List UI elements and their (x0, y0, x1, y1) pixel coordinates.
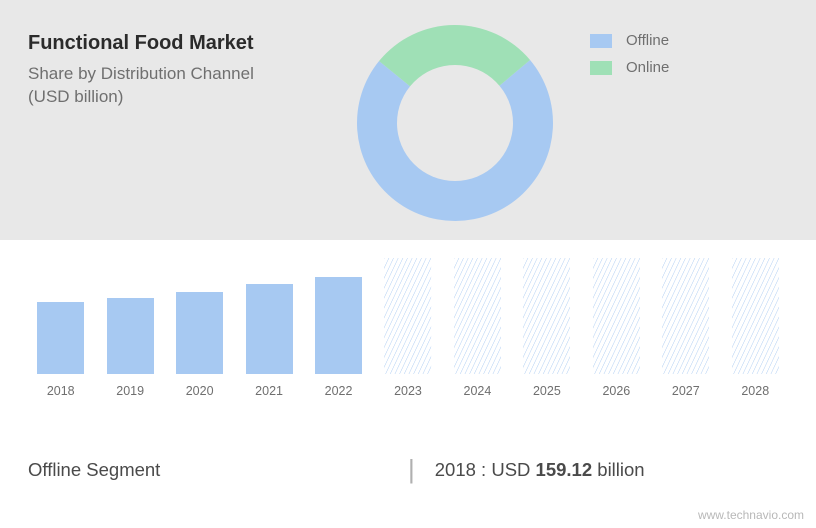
bar-label-2018: 2018 (47, 384, 75, 398)
bar-2021 (246, 284, 293, 374)
bar-2023 (384, 258, 431, 374)
bar-label-2023: 2023 (394, 384, 422, 398)
bar-col-2020: 2020 (171, 244, 228, 398)
subtitle-line1: Share by Distribution Channel (28, 64, 254, 83)
donut-chart (350, 18, 560, 228)
bar-col-2028: 2028 (727, 244, 784, 398)
bar-col-2022: 2022 (310, 244, 367, 398)
footer-row: Offline Segment | 2018 : USD 159.12 bill… (0, 428, 816, 485)
footer-prefix: : USD (476, 459, 536, 480)
bar-label-2024: 2024 (464, 384, 492, 398)
footer-year: 2018 (435, 459, 476, 480)
bar-2022 (315, 277, 362, 374)
bar-2027 (662, 258, 709, 374)
footer-value: 2018 : USD 159.12 billion (435, 459, 645, 481)
bar-label-2022: 2022 (325, 384, 353, 398)
bar-label-2020: 2020 (186, 384, 214, 398)
top-panel: Functional Food Market Share by Distribu… (0, 0, 816, 240)
bar-col-2026: 2026 (588, 244, 645, 398)
bar-2025 (523, 258, 570, 374)
footer-suffix: billion (592, 459, 644, 480)
donut-hole (397, 65, 513, 181)
bar-2020 (176, 292, 223, 374)
bar-label-2027: 2027 (672, 384, 700, 398)
bar-2019 (107, 298, 154, 374)
bar-label-2026: 2026 (602, 384, 630, 398)
legend-label-online: Online (626, 59, 669, 76)
bar-label-2019: 2019 (116, 384, 144, 398)
bar-col-2024: 2024 (449, 244, 506, 398)
legend-label-offline: Offline (626, 32, 669, 49)
bar-2018 (37, 302, 84, 374)
legend-item-offline: Offline (590, 32, 669, 49)
bar-label-2021: 2021 (255, 384, 283, 398)
bar-col-2025: 2025 (518, 244, 575, 398)
watermark: www.technavio.com (698, 508, 804, 522)
bar-chart: 2018 2019 2020 2021 2022 2023 2024 2025 2026 2027… (28, 268, 788, 428)
footer-segment-label: Offline Segment (28, 459, 408, 481)
footer-separator: | (408, 454, 415, 485)
bar-label-2025: 2025 (533, 384, 561, 398)
bar-2028 (732, 258, 779, 374)
legend-swatch-online (590, 61, 612, 75)
footer-amount: 159.12 (536, 459, 593, 480)
bar-2024 (454, 258, 501, 374)
bar-col-2027: 2027 (657, 244, 714, 398)
bar-2026 (593, 258, 640, 374)
bar-col-2023: 2023 (379, 244, 436, 398)
bottom-panel: 2018 2019 2020 2021 2022 2023 2024 2025 2026 2027… (0, 240, 816, 428)
bar-label-2028: 2028 (741, 384, 769, 398)
legend-item-online: Online (590, 59, 669, 76)
legend-swatch-offline (590, 34, 612, 48)
legend: Offline Online (590, 32, 669, 86)
page-subtitle: Share by Distribution Channel (USD billi… (28, 63, 288, 109)
bar-col-2019: 2019 (101, 244, 158, 398)
bar-col-2018: 2018 (32, 244, 89, 398)
subtitle-line2: (USD billion) (28, 87, 123, 106)
bar-col-2021: 2021 (240, 244, 297, 398)
